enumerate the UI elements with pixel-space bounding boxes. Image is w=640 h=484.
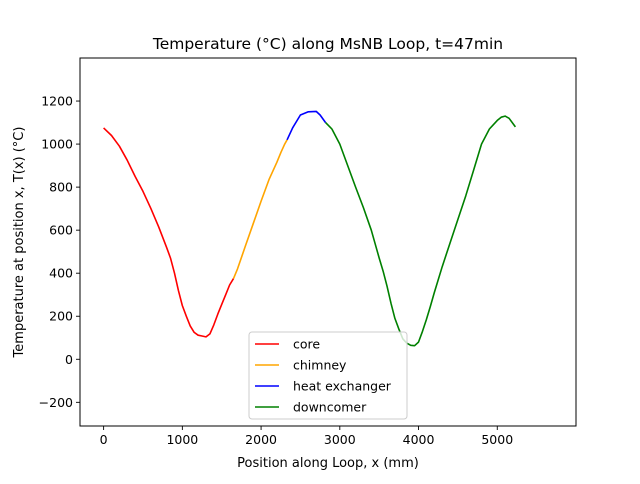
x-axis-label: Position along Loop, x (mm) xyxy=(237,456,419,471)
y-tick-label: 800 xyxy=(49,180,73,195)
x-tick-label: 1000 xyxy=(166,432,198,447)
chart-title: Temperature (°C) along MsNB Loop, t=47mi… xyxy=(152,35,503,53)
y-tick-label: 1200 xyxy=(41,94,73,109)
y-axis-label: Temperature at position x, T(x) (°C) xyxy=(12,127,27,359)
x-tick-label: 3000 xyxy=(324,432,356,447)
y-tick-label: 1000 xyxy=(41,137,73,152)
legend-label-heat-exchanger: heat exchanger xyxy=(293,379,392,394)
plot-frame xyxy=(79,57,577,427)
legend-label-chimney: chimney xyxy=(293,358,347,373)
legend-label-core: core xyxy=(293,337,320,352)
series-line-chimney xyxy=(232,139,288,279)
legend-label-downcomer: downcomer xyxy=(293,400,367,415)
x-tick-label: 2000 xyxy=(245,432,277,447)
x-tick-label: 5000 xyxy=(481,432,513,447)
series-line-core xyxy=(103,127,235,338)
x-axis-ticks: 0 1000 2000 3000 4000 5000 xyxy=(100,426,513,447)
y-tick-label: 0 xyxy=(65,352,73,367)
legend-box xyxy=(248,331,408,420)
y-tick-label: −200 xyxy=(39,395,73,410)
x-tick-label: 0 xyxy=(100,432,108,447)
legend: core chimney heat exchanger downcomer xyxy=(248,331,408,420)
y-axis-ticks: −200 0 200 400 600 800 1000 1200 xyxy=(39,94,80,410)
y-tick-label: 400 xyxy=(49,266,73,281)
series-line-downcomer xyxy=(325,115,517,347)
x-tick-label: 4000 xyxy=(403,432,435,447)
series-line-heat-exchanger xyxy=(286,110,327,141)
series-layer xyxy=(103,110,517,347)
y-tick-label: 200 xyxy=(49,309,73,324)
y-tick-label: 600 xyxy=(49,223,73,238)
